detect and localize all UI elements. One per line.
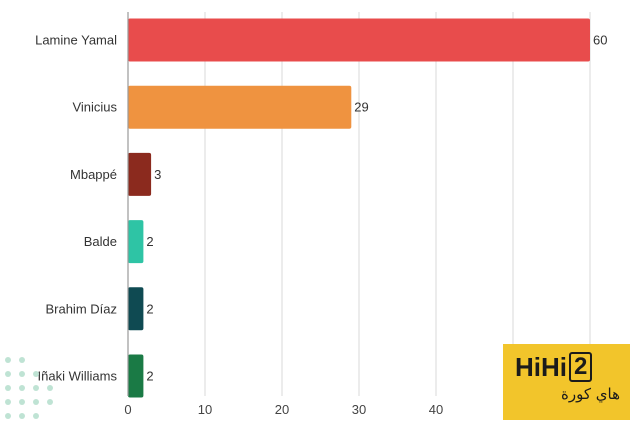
category-label: Lamine Yamal [35,33,117,48]
x-tick-label: 30 [352,402,366,417]
category-labels: Lamine Yamal Vinicius Mbappé Balde Brahim Dí… [35,33,117,384]
value-label: 60 [593,33,607,48]
watermark-subtitle: هاي كورة [561,385,620,403]
value-label: 2 [146,234,153,249]
bar [128,354,144,398]
bar [128,152,152,196]
category-label: Iñaki Williams [38,369,118,384]
bar [128,85,352,129]
x-tick-label: 0 [124,402,131,417]
x-tick-label: 20 [275,402,289,417]
value-labels: 60 29 3 2 2 2 [146,33,607,384]
bar [128,18,590,62]
value-label: 2 [146,301,153,316]
value-label: 3 [154,167,161,182]
value-label: 29 [354,100,368,115]
decorative-dots [5,357,53,419]
hihi2-watermark-logo: HiHi 2 هاي كورة [503,344,630,420]
x-tick-label: 40 [429,402,443,417]
category-label: Vinicius [72,100,117,115]
category-label: Brahim Díaz [45,301,117,316]
value-label: 2 [146,369,153,384]
grid-lines [204,12,591,396]
category-label: Mbappé [70,167,117,182]
watermark-brand: HiHi [515,352,567,382]
watermark-number: 2 [569,352,593,382]
category-label: Balde [84,234,117,249]
watermark-wordmark: HiHi 2 [515,352,620,382]
x-tick-label: 10 [198,402,212,417]
bar [128,220,144,264]
bar [128,287,144,331]
bars [128,18,590,398]
